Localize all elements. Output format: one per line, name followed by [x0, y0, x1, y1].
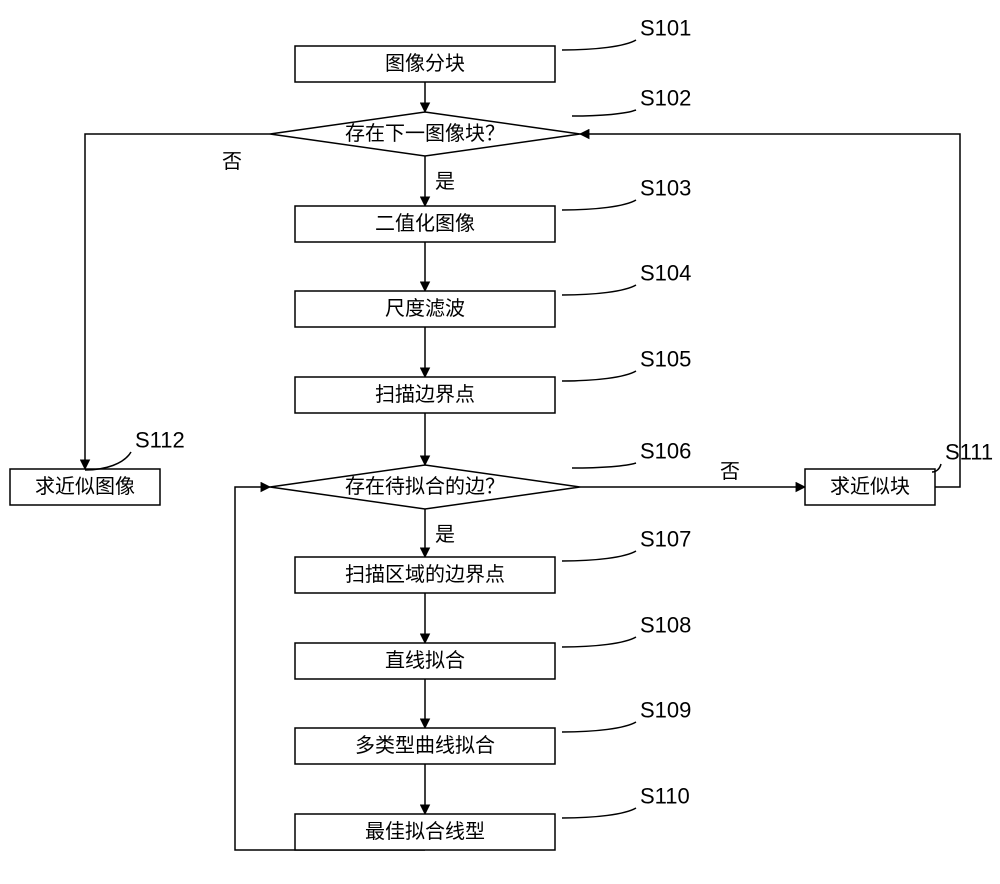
node-label: 图像分块 — [385, 52, 465, 75]
node-s103: 二值化图像 — [295, 206, 555, 242]
step-label: S111 — [945, 440, 993, 465]
edge-9 — [85, 134, 270, 469]
step-label: S106 — [640, 439, 691, 464]
callout-s107 — [562, 551, 636, 561]
node-s105: 扫描边界点 — [295, 377, 555, 413]
step-label: S103 — [640, 176, 691, 201]
callout-s102 — [572, 110, 636, 116]
edge-12 — [580, 134, 960, 487]
node-s112: 求近似图像 — [10, 469, 160, 505]
step-label: S110 — [640, 784, 690, 809]
step-label: S102 — [640, 86, 691, 111]
edge-label: 是 — [435, 171, 455, 193]
step-label: S112 — [135, 428, 185, 453]
callout-s104 — [562, 285, 636, 295]
node-s104: 尺度滤波 — [295, 291, 555, 327]
node-s107: 扫描区域的边界点 — [295, 557, 555, 593]
node-s106: 存在待拟合的边？ — [270, 465, 580, 509]
step-label: S105 — [640, 347, 691, 372]
node-label: 二值化图像 — [375, 212, 475, 235]
callout-s103 — [562, 200, 636, 210]
node-label: 存在待拟合的边？ — [345, 475, 505, 498]
step-label: S109 — [640, 698, 691, 723]
edge-label: 是 — [435, 524, 455, 546]
callout-s109 — [562, 722, 636, 732]
node-label: 多类型曲线拟合 — [355, 734, 495, 757]
node-label: 扫描区域的边界点 — [345, 563, 505, 586]
callout-s108 — [562, 637, 636, 647]
node-label: 求近似块 — [830, 475, 910, 498]
node-label: 最佳拟合线型 — [365, 820, 485, 843]
flowchart-canvas: 是是否否 图像分块存在下一图像块？二值化图像尺度滤波扫描边界点存在待拟合的边？扫… — [0, 0, 1000, 884]
step-label: S107 — [640, 527, 691, 552]
callout-s101 — [562, 40, 636, 50]
node-label: 尺度滤波 — [385, 297, 465, 320]
step-label: S104 — [640, 261, 691, 286]
callout-s105 — [562, 371, 636, 381]
node-s109: 多类型曲线拟合 — [295, 728, 555, 764]
node-label: 扫描边界点 — [375, 383, 475, 406]
node-s110: 最佳拟合线型 — [295, 814, 555, 850]
node-s108: 直线拟合 — [295, 643, 555, 679]
node-s101: 图像分块 — [295, 46, 555, 82]
callout-s110 — [562, 808, 636, 818]
node-label: 求近似图像 — [35, 475, 135, 498]
node-label: 直线拟合 — [385, 649, 465, 672]
edge-label: 否 — [720, 461, 740, 483]
step-label: S101 — [640, 16, 691, 41]
callout-s106 — [572, 463, 636, 468]
step-label: S108 — [640, 613, 691, 638]
node-label: 存在下一图像块？ — [345, 122, 505, 145]
callout-s112 — [85, 452, 131, 470]
edge-label: 否 — [222, 151, 242, 173]
node-s102: 存在下一图像块？ — [270, 112, 580, 156]
node-s111: 求近似块 — [805, 469, 935, 505]
